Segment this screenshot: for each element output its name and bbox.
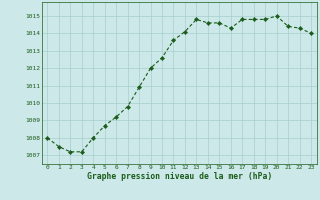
X-axis label: Graphe pression niveau de la mer (hPa): Graphe pression niveau de la mer (hPa) xyxy=(87,172,272,181)
